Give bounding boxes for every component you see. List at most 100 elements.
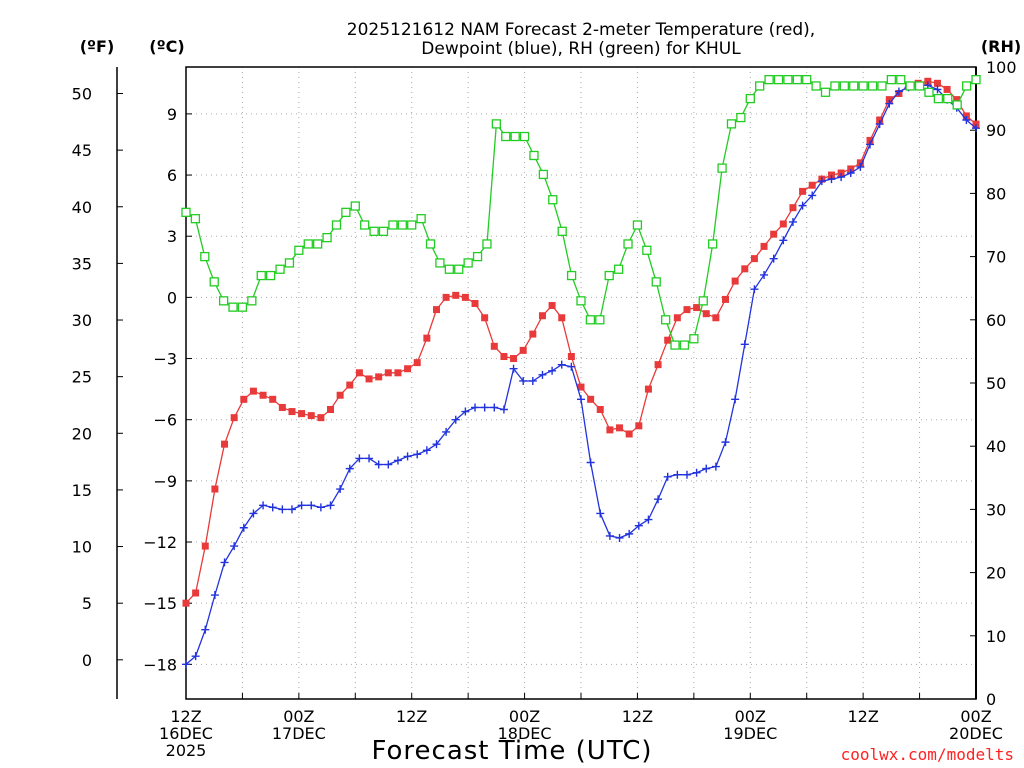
dewpoint-point (962, 116, 971, 125)
x-tick-label: 00Z (283, 707, 314, 726)
temperature-point (943, 85, 951, 93)
dewpoint-point (268, 503, 277, 512)
rh-point (623, 239, 633, 249)
x-tick-label: 12Z (847, 707, 878, 726)
dewpoint-point (287, 505, 296, 514)
temperature-point (702, 310, 710, 318)
temperature-point (307, 412, 315, 420)
rh-tick-label: 30 (986, 500, 1006, 519)
temperature-point (760, 242, 768, 250)
temperature-point (625, 430, 633, 438)
temperature-point (394, 369, 402, 377)
dewpoint-point (615, 533, 624, 542)
rh-point (839, 81, 849, 91)
dewpoint-point (788, 217, 797, 226)
temperature-point (510, 355, 518, 363)
temperature-point (664, 336, 672, 344)
chart-subtitle: Dewpoint (blue), RH (green) for KHUL (421, 39, 741, 59)
temperature-point (288, 408, 296, 416)
dewpoint-point (336, 485, 345, 494)
dewpoint-point (538, 370, 547, 379)
rh-point (369, 226, 379, 236)
dewpoint-point (769, 254, 778, 263)
rh-point (877, 81, 887, 91)
temperature-point (249, 387, 257, 395)
temperature-point (962, 112, 970, 120)
c-tick-label: 6 (167, 166, 177, 185)
rh-point (256, 270, 266, 281)
f-tick-label: 10 (72, 538, 92, 557)
dewpoint-point (634, 521, 643, 530)
rh-point (698, 296, 708, 306)
temperature-point (278, 403, 286, 411)
dewpoint-point (326, 501, 335, 510)
rh-point (689, 334, 699, 344)
temperature-point (876, 116, 884, 124)
temperature-point (587, 395, 595, 403)
rh-point (181, 207, 191, 218)
rh-point (886, 74, 897, 85)
temperature-point (442, 293, 450, 301)
rh-point (604, 270, 614, 281)
rh-point (284, 258, 295, 268)
rh-point (773, 74, 784, 85)
rh-point (444, 264, 454, 274)
temperature-point (972, 120, 980, 128)
temperature-point (490, 342, 498, 350)
dewpoint-point (846, 169, 855, 178)
rh-point (764, 74, 774, 85)
rh-point (491, 119, 502, 129)
dewpoint-point (471, 403, 480, 412)
rh-tick-label: 70 (986, 248, 1006, 267)
dewpoint-series (182, 81, 980, 669)
rh-point (209, 277, 219, 287)
temperature-point (317, 414, 325, 422)
f-tick-label: 5 (82, 594, 92, 613)
rh-point (331, 220, 342, 230)
temperature-point (856, 159, 864, 167)
dewpoint-point (673, 470, 682, 479)
rh-point (660, 315, 671, 325)
rh-tick-label: 50 (986, 374, 1006, 393)
rh-unit-label: (RH) (981, 37, 1021, 56)
rh-point (378, 226, 389, 236)
rh-point (726, 119, 737, 129)
temperature-point (741, 265, 749, 273)
rh-point (830, 81, 840, 91)
temperature-point (847, 165, 855, 173)
temperature-point (799, 187, 807, 195)
dewpoint-point (509, 364, 518, 373)
dewpoint-point (345, 464, 354, 473)
rh-point (632, 220, 643, 230)
temperature-point (953, 96, 961, 104)
rh-point (820, 87, 831, 97)
temperature-point (924, 77, 932, 85)
dewpoint-point (239, 523, 248, 532)
temperature-point (693, 304, 701, 312)
rh-point (933, 93, 944, 104)
c-tick-label: −15 (143, 594, 177, 613)
rh-point (745, 93, 755, 104)
c-tick-label: 3 (167, 227, 177, 246)
rh-point (425, 239, 436, 249)
dewpoint-point (711, 462, 720, 471)
rh-point (463, 258, 473, 268)
temperature-point (577, 383, 585, 391)
f-tick-label: 30 (72, 311, 92, 330)
rh-point (407, 220, 417, 230)
temperature-point (413, 359, 421, 367)
dewpoint-point (413, 450, 422, 459)
c-tick-label: −9 (153, 472, 177, 491)
f-tick-label: 25 (72, 368, 92, 387)
temperature-point (452, 291, 460, 299)
rh-point (482, 239, 492, 249)
temperature-point (432, 306, 440, 314)
rh-point (341, 207, 351, 218)
temperature-point (644, 385, 652, 393)
rh-point (416, 214, 426, 224)
dewpoint-point (654, 495, 663, 504)
dewpoint-point (856, 162, 865, 171)
rh-point (943, 93, 953, 104)
rh-point (708, 239, 718, 249)
dewpoint-point (393, 456, 402, 465)
